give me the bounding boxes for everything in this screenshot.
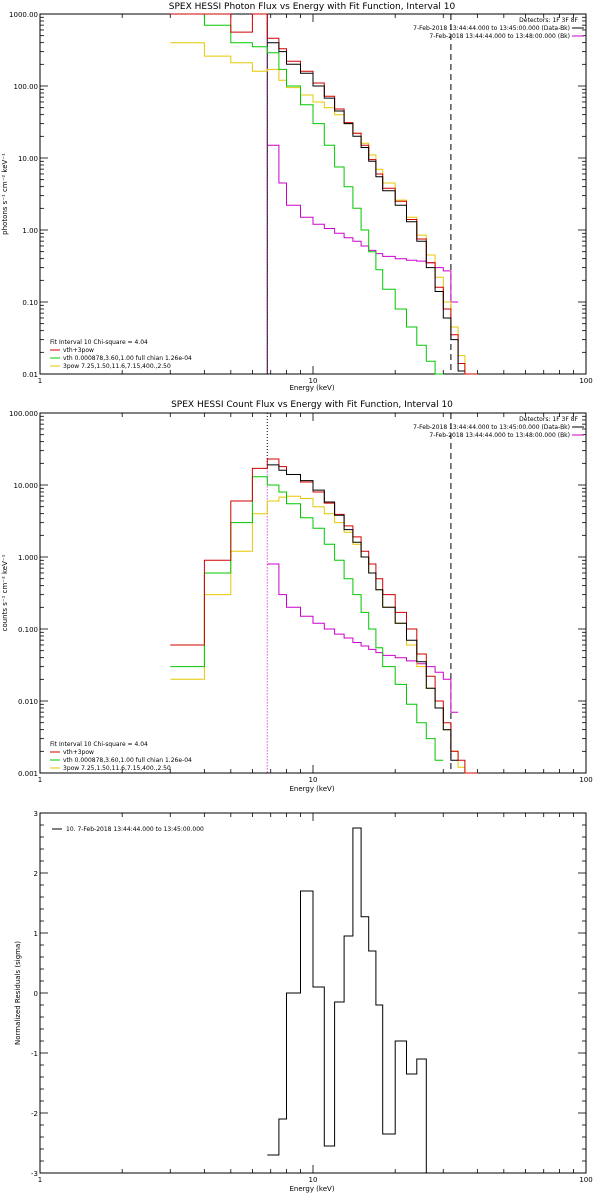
fit-legend: Fit Interval 10 Chi-square = 4.04 vth+3p… (50, 339, 192, 370)
legend-label-total: vth+3pow (63, 749, 94, 756)
fit-legend-chi: Fit Interval 10 Chi-square = 4.04 (50, 741, 148, 748)
x-tick-label: 100 (579, 776, 592, 784)
info-bk-interval: 7-Feb-2018 13:44:44.000 to 13:48:00.000 … (429, 432, 570, 439)
y-tick-label: -2 (31, 1110, 38, 1118)
axis-ticks: 1 10 100 -3 -2 -1 0 1 2 3 (31, 810, 593, 1184)
y-tick-label: 0.010 (18, 698, 38, 706)
info-block: Detectors: 1F 3F 8F 7-Feb-2018 13:44:44.… (413, 416, 584, 439)
y-tick-label: -3 (31, 1170, 38, 1178)
plot-frame (39, 812, 587, 1174)
y-tick-label: 100.00 (14, 83, 39, 91)
y-tick-label: 3 (34, 810, 38, 818)
info-bk-interval: 7-Feb-2018 13:44:44.000 to 13:48:00.000 … (429, 33, 570, 40)
plot-frame (39, 13, 587, 375)
series-vth-3pow (170, 13, 478, 375)
count-flux-panel: SPEX HESSI Count Flux vs Energy with Fit… (1, 400, 593, 793)
legend-label-vth: vth 0.000878,3.60,1.00 full chian 1.26e-… (63, 757, 192, 764)
x-axis-label: Energy (keV) (289, 384, 334, 392)
chart-title: SPEX HESSI Photon Flux vs Energy with Fi… (169, 2, 456, 12)
x-tick-label: 10 (309, 776, 318, 784)
series-residuals (267, 827, 451, 1174)
y-tick-label: 10.000 (14, 482, 39, 490)
fit-legend: Fit Interval 10 Chi-square = 4.04 vth+3p… (50, 741, 192, 772)
series-data-bk (267, 464, 459, 761)
series-layer (267, 827, 451, 1174)
x-axis-label: Energy (keV) (289, 1185, 334, 1193)
residual-legend: 10. 7-Feb-2018 13:44:44.000 to 13:45:00.… (52, 826, 204, 833)
y-axis-label: Normalized Residuals (sigma) (14, 941, 22, 1045)
info-detectors: Detectors: 1F 3F 8F (519, 17, 578, 24)
axis-ticks: 1 10 100 0.001 0.010 0.100 1.000 10.000 100.000 (9, 410, 593, 784)
legend-label-bpow: 3pow 7.25,1.50,11.6,7.15,400.,2.50 (63, 363, 171, 370)
y-tick-label: 0.100 (18, 626, 38, 634)
y-tick-label: 10.00 (18, 155, 38, 163)
y-tick-label: 2 (34, 870, 38, 878)
legend-label-total: vth+3pow (63, 347, 94, 354)
info-data-interval: 7-Feb-2018 13:44:44.000 to 13:45:00.000 … (413, 25, 570, 32)
fit-legend-chi: Fit Interval 10 Chi-square = 4.04 (50, 339, 148, 346)
residuals-panel: 1 10 100 -3 -2 -1 0 1 2 3 Energy (keV) Normalized… (14, 810, 593, 1193)
y-tick-label: 1 (34, 930, 38, 938)
info-block: Detectors: 1F 3F 8F 7-Feb-2018 13:44:44.… (413, 17, 584, 40)
series-layer (170, 413, 478, 774)
y-axis-label: counts s⁻¹ cm⁻² keV⁻¹ (1, 554, 9, 631)
y-tick-label: 1.000 (18, 554, 38, 562)
series-vth (170, 476, 444, 761)
series-layer (170, 13, 478, 375)
legend-label-residuals: 10. 7-Feb-2018 13:44:44.000 to 13:45:00.… (66, 826, 204, 833)
series-bk (267, 563, 459, 713)
series-vth (170, 13, 444, 375)
y-tick-label: 100.000 (9, 410, 38, 418)
x-axis-label: Energy (keV) (289, 785, 334, 793)
y-tick-label: 0.10 (22, 299, 38, 307)
x-tick-label: 100 (579, 1176, 592, 1184)
info-detectors: Detectors: 1F 3F 8F (519, 416, 578, 423)
x-tick-label: 1 (38, 1176, 42, 1184)
series-data-bk (267, 42, 465, 372)
series-bk (267, 144, 459, 303)
y-tick-label: 1000.00 (9, 11, 38, 19)
info-data-interval: 7-Feb-2018 13:44:44.000 to 13:45:00.000 … (413, 424, 570, 431)
photon-flux-panel: SPEX HESSI Photon Flux vs Energy with Fi… (1, 2, 593, 392)
x-tick-label: 1 (38, 776, 42, 784)
y-tick-label: 0 (34, 990, 38, 998)
y-tick-label: 0.001 (18, 770, 38, 778)
legend-label-bpow: 3pow 7.25,1.50,11.6,7.15,400.,2.50 (63, 765, 171, 772)
y-axis-label: photons s⁻¹ cm⁻² keV⁻¹ (1, 153, 9, 235)
axis-ticks: 1 10 100 0.01 0.10 1.00 10.00 100.00 1000.00 (9, 11, 593, 385)
legend-label-vth: vth 0.000878,3.60,1.00 full chian 1.26e-… (63, 355, 192, 362)
y-tick-label: 0.01 (22, 371, 38, 379)
x-tick-label: 100 (579, 377, 592, 385)
y-tick-label: 1.00 (22, 227, 38, 235)
plot-frame (39, 412, 587, 774)
y-tick-label: -1 (31, 1050, 38, 1058)
chart-title: SPEX HESSI Count Flux vs Energy with Fit… (171, 400, 453, 410)
x-tick-label: 10 (309, 377, 318, 385)
series-vth-3pow (170, 458, 478, 774)
x-tick-label: 1 (38, 377, 42, 385)
x-tick-label: 10 (309, 1176, 318, 1184)
